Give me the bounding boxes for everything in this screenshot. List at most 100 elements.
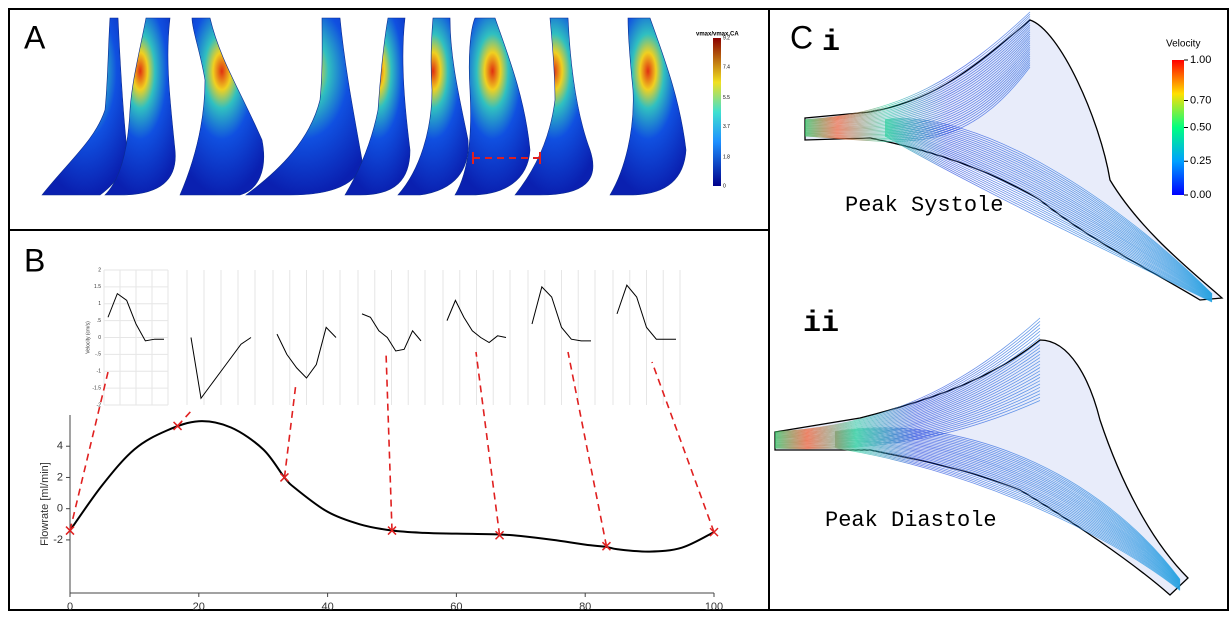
- streamline: [774, 357, 1181, 585]
- colorbar-tick-label: 0.00: [1190, 189, 1211, 201]
- panel-label: C: [790, 19, 813, 55]
- y-tick-label: 2: [57, 471, 63, 483]
- vessel: [344, 17, 411, 196]
- streamline: [774, 370, 1181, 587]
- y-tick-label: .5: [97, 318, 101, 324]
- vessel: [41, 17, 127, 196]
- streamline: [774, 396, 1181, 591]
- streamline: [804, 57, 1213, 302]
- vessel: [179, 17, 265, 196]
- streamline: [804, 44, 1213, 300]
- streamline: [804, 20, 1213, 296]
- data-line: [107, 292, 164, 342]
- colorbar-tick-label: 0.70: [1190, 94, 1211, 106]
- streamline: [774, 330, 1181, 582]
- x-tick-label: 20: [193, 601, 205, 612]
- streamline: [804, 22, 1213, 296]
- chart: [442, 270, 511, 405]
- data-point: [601, 541, 611, 551]
- y-tick-label: -1: [97, 369, 102, 375]
- streamline: [804, 24, 1213, 297]
- data-line: [276, 326, 337, 379]
- colorbar-tick-label: 9.2: [723, 35, 730, 41]
- connector: [651, 361, 715, 533]
- caption: Peak Systole: [845, 193, 1003, 218]
- colorbar-tick-label: 7.4: [723, 64, 730, 70]
- data-line: [69, 420, 715, 553]
- streamline: [804, 11, 1213, 295]
- colorbar: [713, 38, 721, 186]
- streamline: [774, 386, 1181, 589]
- vessel: [609, 17, 687, 196]
- streamline: [774, 327, 1181, 581]
- connector: [475, 351, 501, 536]
- vessel: [397, 17, 469, 196]
- y-tick-label: 2: [98, 267, 101, 273]
- streamline: [804, 53, 1213, 301]
- y-tick-label: 1.5: [94, 284, 101, 290]
- chart: [357, 270, 426, 405]
- streamline: [774, 373, 1181, 588]
- colorbar-title: Velocity: [1166, 39, 1200, 50]
- colorbar: [1172, 60, 1184, 195]
- streamline: [774, 360, 1181, 586]
- caption: Peak Diastole: [825, 508, 997, 533]
- connector: [567, 351, 608, 547]
- streamline: [774, 390, 1181, 590]
- colorbar-tick-label: 3.7: [723, 124, 730, 130]
- streamline: [774, 400, 1181, 591]
- streamline: [804, 66, 1213, 303]
- streamline: [804, 62, 1213, 302]
- colorbar-tick-label: 0: [723, 183, 726, 189]
- y-axis-label: Velocity (cm/s): [85, 321, 91, 354]
- colorbar-tick-label: 0.25: [1190, 155, 1211, 167]
- streamline: [804, 64, 1213, 303]
- connector: [176, 409, 193, 427]
- chart: [527, 270, 596, 405]
- vessel-images: [41, 17, 687, 196]
- chart: -2024020406080100Cardiac Cycle [%]Flowra…: [39, 415, 723, 617]
- streamline: [774, 363, 1181, 586]
- panel-borders: [8, 8, 1229, 611]
- x-tick-label: 100: [705, 601, 723, 612]
- x-tick-label: 60: [450, 601, 462, 612]
- y-tick-label: 0: [57, 503, 63, 515]
- vessel: [104, 17, 176, 196]
- y-tick-label: -2: [53, 534, 63, 546]
- y-tick-label: -2: [97, 402, 102, 408]
- vessel: [454, 17, 531, 196]
- streamline: [774, 393, 1181, 590]
- y-tick-label: 1: [98, 301, 101, 307]
- y-axis-label: Flowrate [ml/min]: [39, 462, 51, 546]
- data-point: [65, 526, 75, 536]
- streamline: [804, 42, 1213, 299]
- data-point: [387, 526, 397, 536]
- streamline: [804, 55, 1213, 301]
- streamline: [774, 320, 1181, 581]
- streamline: [804, 46, 1213, 300]
- connector: [69, 371, 109, 531]
- y-tick-label: -.5: [95, 352, 101, 358]
- colorbar-tick-label: 0.50: [1190, 121, 1211, 133]
- y-tick-label: -1.5: [92, 385, 101, 391]
- vessel: [514, 17, 594, 196]
- data-line: [616, 284, 676, 340]
- connector: [283, 382, 297, 478]
- streamline: [774, 377, 1181, 588]
- streamline: [774, 367, 1181, 587]
- x-tick-label: 0: [67, 601, 73, 612]
- streamline: [804, 60, 1213, 302]
- streamline: [774, 380, 1181, 589]
- connector: [385, 351, 393, 531]
- colorbar-tick-label: 1.8: [723, 154, 730, 160]
- colorbar-tick-label: 5.5: [723, 95, 730, 101]
- panel-label: A: [24, 19, 46, 55]
- streamline: [804, 49, 1213, 300]
- data-line: [446, 299, 507, 344]
- chart: [186, 270, 256, 405]
- chart: [272, 270, 341, 405]
- colorbar-title: vmax/vmax,CA: [696, 32, 739, 38]
- streamline: [804, 13, 1213, 295]
- streamline: [804, 16, 1213, 295]
